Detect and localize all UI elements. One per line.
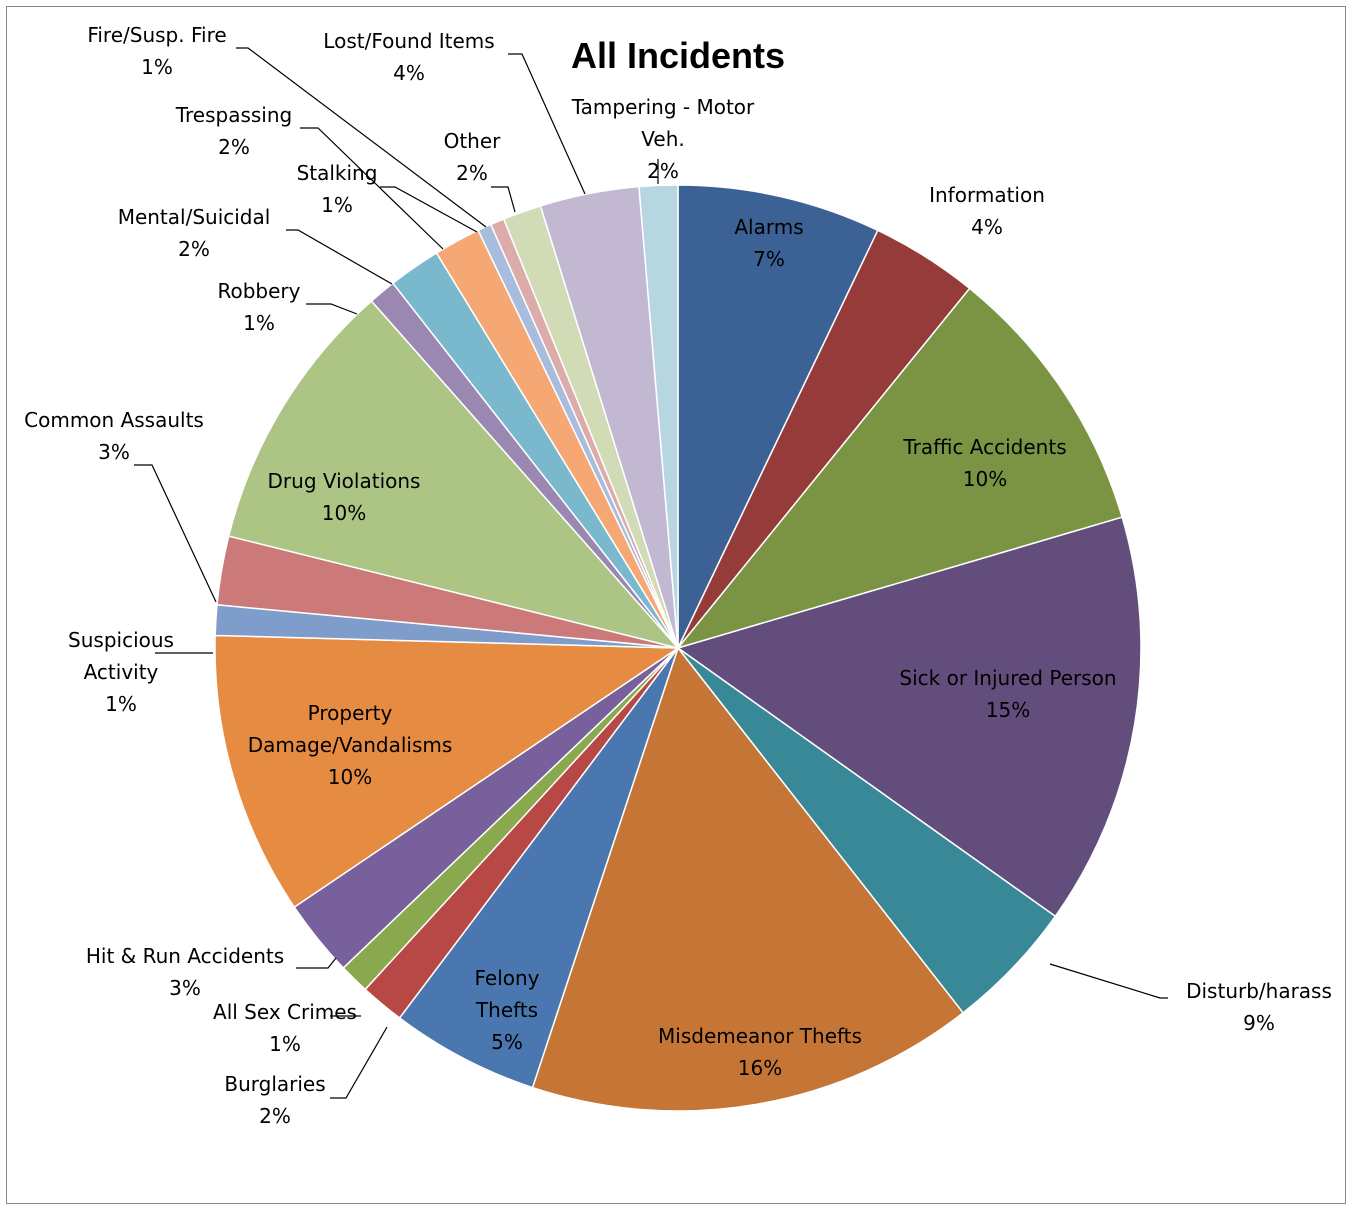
- data-label-common-assaults: Common Assaults 3%: [24, 408, 204, 464]
- data-label-trespassing: Trespassing 2%: [175, 103, 293, 159]
- slice-traffic-accidents: [675, 287, 1124, 650]
- leader-line-disturb-harass: [1049, 963, 1168, 999]
- data-label-property-damage-vandalisms: Property Damage/Vandalisms 10%: [248, 701, 453, 789]
- slice-tampering-motor-veh: [638, 184, 679, 649]
- leader-line-hit-run-accidents: [296, 957, 337, 969]
- data-label-burglaries: Burglaries 2%: [224, 1072, 325, 1128]
- data-label-suspicious-activity: Suspicious Activity 1%: [68, 628, 174, 716]
- leader-line-mental-suicidal: [286, 229, 393, 285]
- leader-line-common-assaults: [134, 464, 217, 603]
- data-label-other: Other 2%: [444, 129, 502, 185]
- data-label-all-sex-crimes: All Sex Crimes 1%: [213, 1000, 357, 1056]
- data-label-sick-or-injured-person: Sick or Injured Person 15%: [899, 666, 1116, 722]
- leader-line-robbery: [306, 303, 358, 315]
- data-label-information: Information 4%: [929, 183, 1045, 239]
- leader-line-stalking: [380, 186, 478, 233]
- data-label-hit-run-accidents: Hit & Run Accidents 3%: [86, 944, 284, 1000]
- leader-lines: [134, 47, 1168, 1099]
- data-label-tampering-motor-veh: Tampering - Motor Veh. 2%: [571, 95, 755, 183]
- leader-line-lost-found-items: [508, 53, 586, 195]
- slice-labels: Alarms 7% Information 4% Traffic Accidents 10…: [24, 23, 1332, 1128]
- slice-drug-violations: [227, 299, 681, 650]
- data-label-stalking: Stalking 1%: [297, 161, 378, 217]
- data-label-misdemeanor-thefts: Misdemeanor Thefts 16%: [658, 1024, 862, 1080]
- data-label-fire-susp-fire: Fire/Susp. Fire 1%: [87, 23, 226, 79]
- slice-felony-thefts: [398, 647, 679, 1089]
- slice-sick-or-injured-person: [676, 516, 1142, 918]
- data-label-disturb-harass: Disturb/harass 9%: [1186, 979, 1332, 1035]
- pie-slices: [214, 184, 1142, 1112]
- slice-property-damage-vandalisms: [214, 634, 681, 909]
- chart-title: All Incidents: [571, 35, 785, 76]
- data-label-alarms: Alarms 7%: [734, 215, 803, 271]
- data-label-mental-suicidal: Mental/Suicidal 2%: [118, 205, 271, 261]
- leader-line-burglaries: [330, 1026, 388, 1099]
- data-label-drug-violations: Drug Violations 10%: [268, 469, 421, 525]
- leader-line-other: [491, 186, 516, 213]
- data-label-lost-found-items: Lost/Found Items 4%: [323, 29, 494, 85]
- data-label-felony-thefts: Felony Thefts 5%: [474, 966, 539, 1054]
- leader-line-trespassing: [300, 127, 444, 250]
- leader-line-fire-susp-fire: [236, 47, 487, 228]
- data-label-traffic-accidents: Traffic Accidents 10%: [902, 435, 1066, 491]
- data-label-robbery: Robbery 1%: [218, 279, 301, 335]
- slice-alarms: [677, 184, 879, 649]
